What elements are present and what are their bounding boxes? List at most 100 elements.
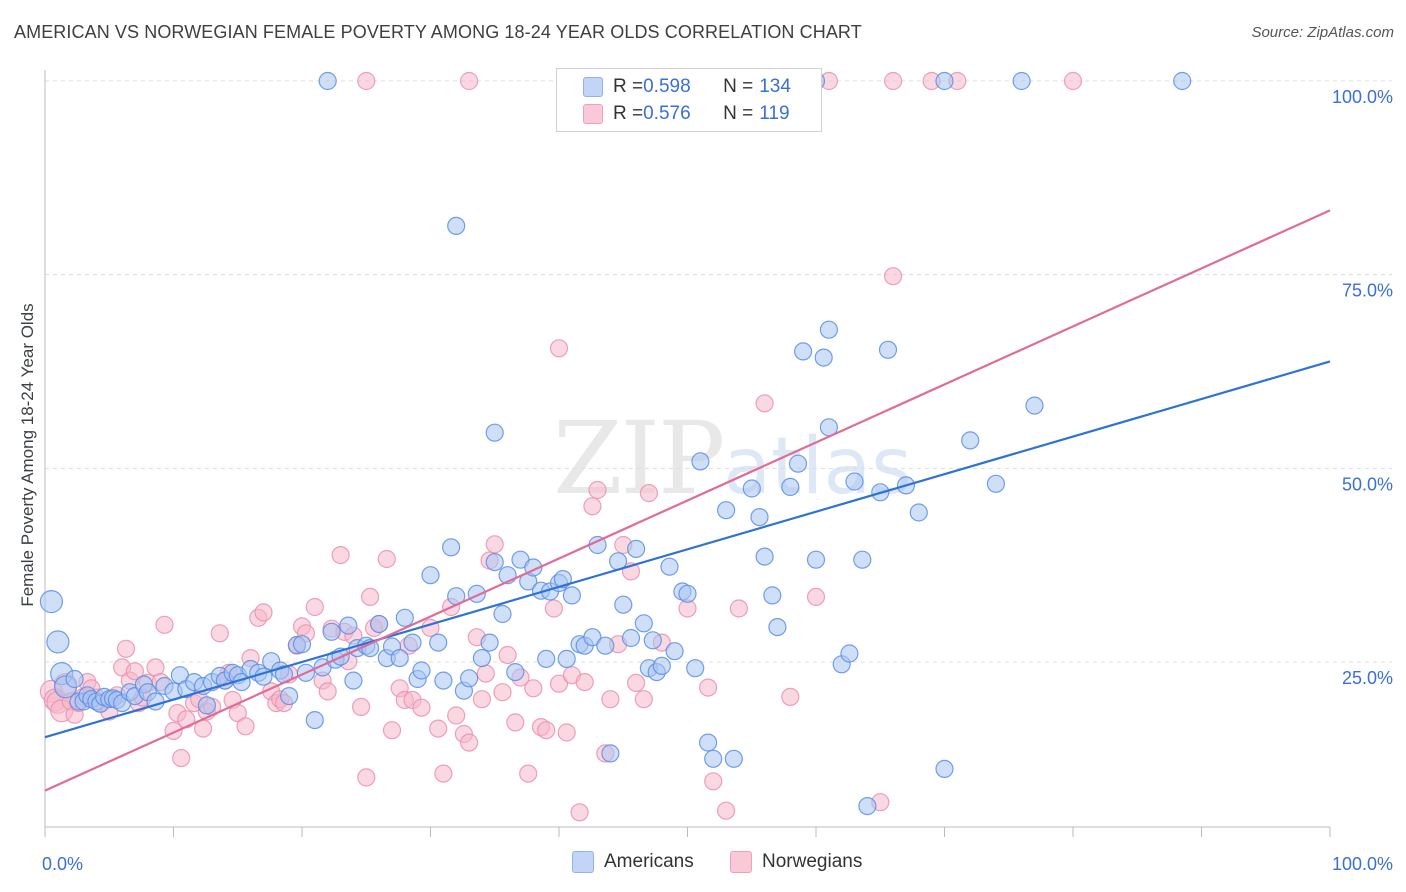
norwegian-point-111 (716, 801, 736, 820)
norwegian-point-16 (116, 639, 136, 658)
norwegian-point-24 (155, 615, 174, 634)
legend-item-norwegians[interactable]: Norwegians (730, 851, 862, 873)
american-point-85 (562, 586, 582, 605)
norwegian-point-84 (498, 645, 517, 665)
american-point-125 (853, 550, 872, 569)
american-point-109 (716, 501, 736, 520)
american-point-95 (626, 539, 646, 559)
legend-item-americans[interactable]: Americans (572, 851, 694, 873)
american-point-100 (652, 656, 671, 676)
norwegian-point-42 (254, 603, 273, 622)
x-tick-label-1: 100.0% (1332, 854, 1393, 874)
norwegians-r-label: R = (613, 103, 644, 124)
american-point-57 (390, 648, 409, 668)
norwegians-legend-swatch (730, 851, 752, 873)
americans-r-label: R = (613, 76, 644, 97)
american-point-94 (621, 628, 641, 648)
norwegian-point-60 (357, 768, 376, 787)
american-point-73 (493, 604, 512, 624)
american-point-68 (460, 669, 479, 688)
american-point-75 (506, 662, 525, 682)
american-point-50 (344, 671, 363, 690)
norwegians-r-value: 0.576 (643, 103, 691, 124)
norwegian-point-100 (601, 690, 620, 709)
norwegians-n-label: N = (723, 103, 754, 124)
norwegian-point-88 (524, 679, 543, 698)
norwegian-point-70 (412, 698, 431, 717)
american-point-124 (845, 472, 864, 491)
norwegian-point-59 (352, 697, 371, 717)
norwegian-point-91 (544, 599, 564, 618)
american-point-70 (472, 648, 491, 668)
norwegian-point-109 (698, 678, 718, 697)
american-point-119 (806, 550, 826, 569)
americans-r-value: 0.598 (643, 76, 691, 97)
norwegian-point-119 (357, 71, 376, 91)
norwegian-point-65 (382, 721, 402, 740)
y-axis-label: Female Poverty Among 18-24 Year Olds (18, 303, 37, 607)
american-point-59 (403, 633, 422, 652)
legend-row-norwegians: R = 0.576 N = 119 (583, 101, 790, 127)
series-legend: Americans Norwegians (0, 851, 1406, 877)
source-label: Source: ZipAtlas.com (1251, 24, 1394, 41)
american-point-111 (742, 479, 761, 498)
american-point-80 (537, 649, 556, 669)
norwegian-point-51 (305, 597, 324, 617)
norwegian-point-83 (493, 683, 512, 702)
americans-legend-label: Americans (604, 851, 694, 872)
norwegian-point-126 (1063, 71, 1083, 91)
american-point-84 (557, 649, 576, 669)
norwegian-point-27 (172, 748, 191, 768)
norwegian-point-112 (729, 599, 749, 618)
norwegian-point-77 (460, 733, 479, 752)
norwegians-swatch (583, 104, 603, 124)
norwegian-point-64 (377, 549, 396, 569)
americans-legend-swatch (572, 851, 594, 873)
norwegian-point-92 (549, 674, 569, 693)
american-point-130 (909, 503, 928, 522)
norwegian-point-118 (549, 339, 569, 358)
american-point-61 (412, 661, 431, 680)
norwegian-point-93 (557, 723, 576, 742)
x-tick-label-0: 0.0% (42, 854, 83, 874)
american-point-104 (678, 584, 697, 603)
norwegian-point-95 (570, 803, 589, 822)
american-point-98 (643, 631, 662, 650)
american-point-62 (421, 566, 440, 585)
american-point-112 (750, 507, 769, 527)
y-tick-label-1: 50.0% (1342, 474, 1393, 494)
norwegian-point-87 (519, 764, 538, 783)
norwegians-legend-label: Norwegians (762, 851, 863, 872)
norwegian-point-123 (883, 71, 903, 91)
american-point-40 (280, 686, 299, 706)
norwegian-point-18 (125, 662, 144, 681)
american-point-133 (986, 474, 1006, 493)
american-point-90 (596, 636, 615, 655)
american-point-107 (698, 733, 718, 752)
american-point-143 (1012, 71, 1031, 91)
americans-n-value: 134 (759, 76, 791, 97)
american-point-44 (305, 710, 324, 730)
american-point-114 (763, 586, 782, 605)
american-point-118 (793, 342, 813, 361)
american-point-138 (318, 71, 337, 91)
norwegian-trend-line (44, 209, 1331, 792)
norwegian-point-96 (575, 672, 594, 692)
american-point-116 (781, 477, 800, 496)
y-tick-label-3: 100.0% (1332, 87, 1393, 107)
norwegians-n-value: 119 (759, 103, 790, 124)
american-point-121 (819, 320, 839, 339)
american-point-54 (370, 614, 389, 634)
norwegian-point-105 (634, 690, 653, 709)
norwegian-point-34 (210, 624, 229, 643)
americans-n-label: N = (723, 76, 754, 97)
american-point-0 (39, 589, 64, 614)
norwegian-point-115 (806, 587, 826, 607)
american-point-123 (840, 644, 859, 663)
american-point-105 (686, 659, 705, 678)
american-point-137 (447, 216, 466, 235)
american-point-49 (339, 616, 358, 635)
american-point-131 (935, 759, 954, 779)
american-point-63 (429, 633, 448, 652)
